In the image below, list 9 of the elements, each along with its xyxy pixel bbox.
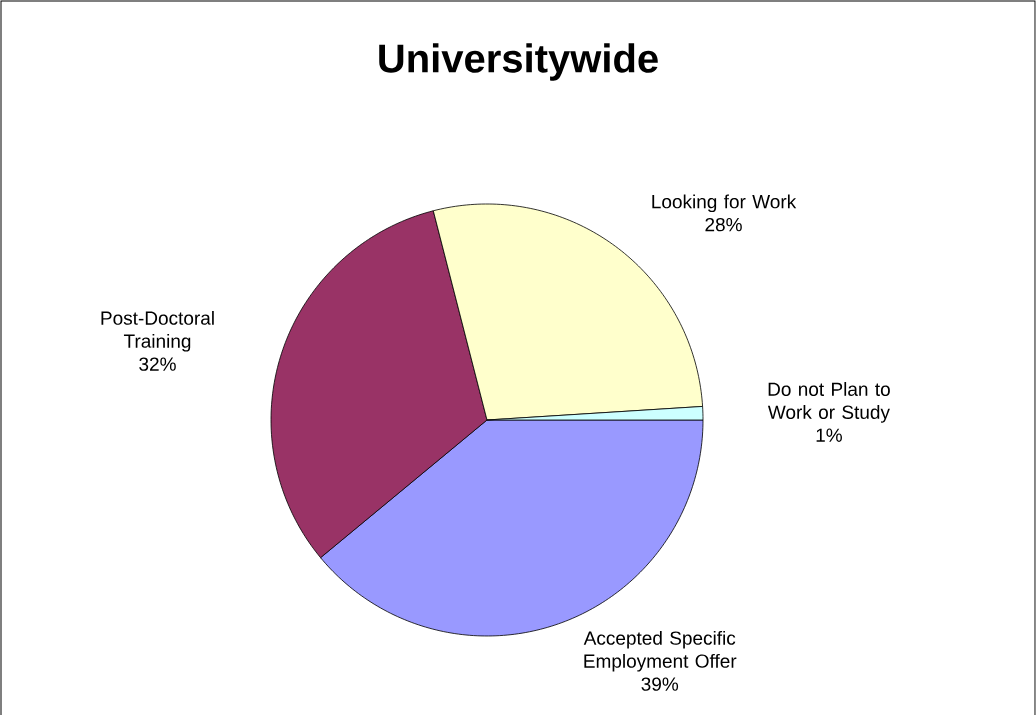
- data-label: 1%: [816, 428, 842, 442]
- slice-label: Accepted Specific Employment Offer: [583, 630, 737, 672]
- data-label: 39%: [641, 677, 679, 691]
- chart-title: Universitywide: [379, 43, 658, 81]
- slice-label: Do not Plan to Work or Study: [767, 382, 890, 423]
- data-label: 28%: [705, 217, 742, 232]
- slice-label: Post-Doctoral Training: [101, 310, 214, 352]
- slice-label: Looking for Work: [652, 194, 797, 213]
- data-label: 32%: [139, 357, 176, 371]
